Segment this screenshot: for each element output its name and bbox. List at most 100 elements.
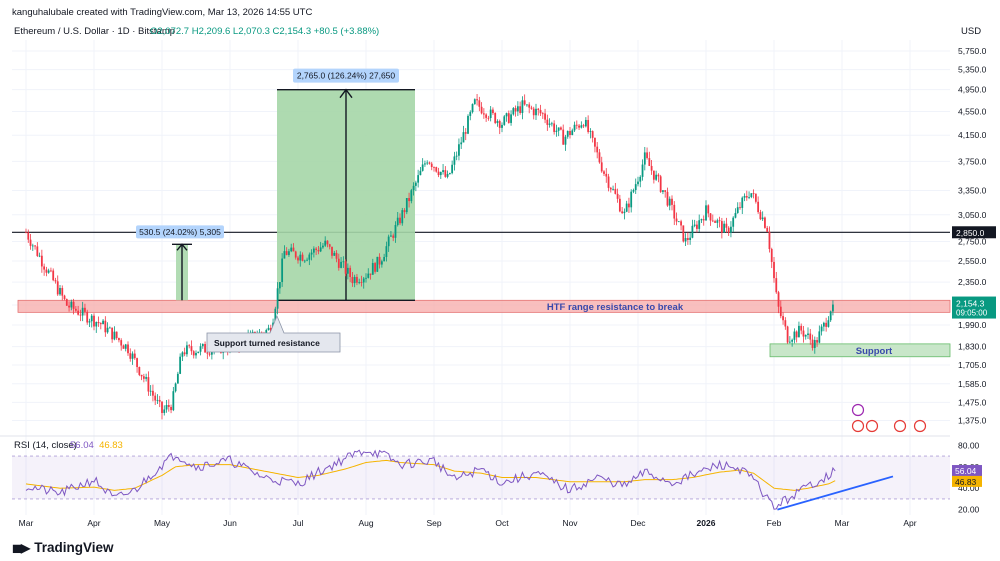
candle-body [512, 108, 515, 115]
candle-body [802, 330, 805, 337]
candle-body [333, 252, 336, 256]
currency-label: USD [961, 26, 982, 37]
level-price-tag [952, 226, 996, 239]
price-tick-label: 1,375.0 [958, 416, 987, 426]
candle-body [632, 190, 635, 192]
candle-body [340, 261, 342, 268]
candle-body [72, 301, 75, 309]
price-axis[interactable]: 5,750.0 5,350.0 4,950.0 4,550.0 4,150.0 3,750… [952, 46, 996, 426]
candle-body [825, 322, 828, 327]
candle-body [716, 220, 719, 223]
candle-body [612, 188, 614, 190]
candle-body [492, 109, 494, 114]
candle-body [743, 195, 746, 198]
candle-body [93, 315, 95, 327]
candle-body [322, 245, 324, 248]
rsi-value-tag [952, 465, 982, 477]
candle-body [365, 277, 367, 279]
candle-body [453, 156, 456, 165]
resistance-zone-label: HTF range resistance to break [547, 302, 684, 313]
candle-body [818, 331, 821, 343]
candle-body [199, 346, 202, 352]
rsi-trendline [777, 475, 894, 511]
candle-body [412, 185, 415, 191]
candle-body [399, 217, 401, 224]
candle-body [265, 330, 268, 335]
price-tick-label: 1,705.0 [958, 360, 987, 370]
time-tick-label: May [154, 518, 171, 528]
candle-body [798, 325, 800, 338]
candle-body [548, 123, 551, 125]
candle-body [405, 198, 408, 213]
candle-body [43, 266, 46, 270]
zones: HTF range resistance to break Support [12, 231, 951, 358]
price-tick-label: 2,350.0 [958, 277, 987, 287]
candle-body [455, 155, 458, 157]
candle-body [566, 131, 569, 137]
candle-body [807, 333, 809, 336]
candle-body [630, 191, 633, 208]
candle-body [81, 307, 84, 316]
candle-body [786, 326, 789, 343]
candle-body [677, 221, 680, 223]
candle-body [70, 301, 73, 308]
candle-body [514, 108, 517, 112]
candle-body [99, 323, 102, 325]
candle-body [353, 276, 356, 284]
time-tick-label: Mar [19, 518, 34, 528]
candle-body [88, 321, 91, 323]
candle-body [301, 254, 304, 261]
time-axis[interactable]: Mar Apr May Jun Jul Aug Sep Oct Nov Dec 2026 Feb Mar… [19, 518, 917, 528]
time-tick-label: Apr [903, 518, 916, 528]
measure-label-box-small [136, 225, 224, 239]
level-price-label: 2,850.0 [956, 228, 985, 238]
candle-body [140, 374, 143, 377]
candle-body [605, 173, 608, 177]
grid [0, 40, 950, 515]
candle-body [201, 344, 204, 347]
candle-body [659, 176, 662, 192]
candle-body [616, 193, 619, 199]
candle-body [38, 255, 41, 257]
candle-body [720, 221, 723, 233]
candle-body [328, 244, 331, 247]
candle-body [469, 112, 472, 116]
symbol-title[interactable]: Ethereum / U.S. Dollar · 1D · Bitstamp [14, 26, 176, 37]
candle-body [444, 170, 447, 177]
candle-body [682, 225, 685, 242]
candle-body [315, 248, 318, 250]
candle-body [142, 376, 145, 379]
candle-body [179, 356, 182, 374]
candle-body [294, 251, 297, 258]
candle-body [705, 205, 707, 221]
candle-body [777, 292, 780, 307]
time-tick-label: Jun [223, 518, 237, 528]
tradingview-logo[interactable]: ◼▶ TradingView [12, 540, 113, 555]
candle-body [390, 235, 392, 237]
candle-body [507, 113, 510, 123]
candle-body [684, 238, 687, 242]
price-tick-label: 3,050.0 [958, 210, 987, 220]
candle-body [317, 249, 320, 252]
candle-body [426, 162, 429, 164]
candle-body [498, 121, 501, 128]
candle-body [292, 247, 295, 252]
candle-body [754, 193, 757, 202]
candle-body [555, 130, 558, 132]
candle-body [698, 220, 701, 229]
candle-body [584, 119, 587, 127]
candle-body [736, 207, 739, 213]
rsi-title: RSI (14, close) [14, 440, 77, 451]
candle-body [702, 219, 705, 221]
candle-body [734, 212, 737, 218]
candle-body [655, 174, 658, 180]
candle-body [430, 163, 433, 168]
overlays: Support turned resistance [206, 314, 927, 433]
candle-body [591, 131, 594, 138]
candle-body [306, 259, 308, 261]
candle-body [696, 224, 698, 229]
candle-body [74, 308, 77, 311]
candle-body [147, 377, 150, 392]
candle-body [27, 232, 30, 240]
candle-body [594, 137, 596, 147]
